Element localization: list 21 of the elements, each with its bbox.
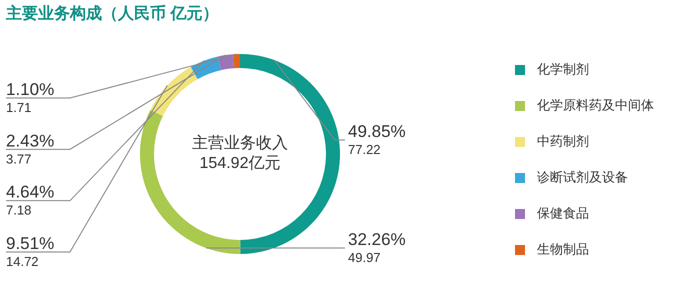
- text: 154.92亿元: [200, 155, 280, 172]
- data-label: 2.43%: [6, 131, 54, 150]
- text: 3.77: [6, 151, 32, 166]
- legend-label: 化学原料药及中间体: [537, 98, 654, 113]
- text: 7.18: [6, 202, 32, 218]
- data-label: 4.64%: [6, 182, 54, 202]
- data-label: 32.26%: [348, 230, 406, 249]
- text: 77.22: [348, 142, 381, 157]
- legend-label: 中药制剂: [537, 134, 589, 149]
- text: 主营业务收入: [192, 134, 288, 152]
- chart-title: 主要业务构成（人民币 亿元）: [5, 3, 218, 22]
- data-label: 9.51%: [6, 234, 54, 253]
- legend-label: 诊断试剂及设备: [537, 170, 628, 185]
- text: 1.71: [6, 100, 32, 115]
- text: 49.97: [348, 250, 381, 265]
- text: 14.72: [6, 254, 39, 269]
- data-label: 1.10%: [6, 80, 54, 99]
- legend-label: 生物制品: [537, 242, 589, 257]
- legend-label: 保健食品: [537, 206, 589, 221]
- data-label: 49.85%: [348, 122, 406, 141]
- legend-label: 化学制剂: [537, 62, 589, 77]
